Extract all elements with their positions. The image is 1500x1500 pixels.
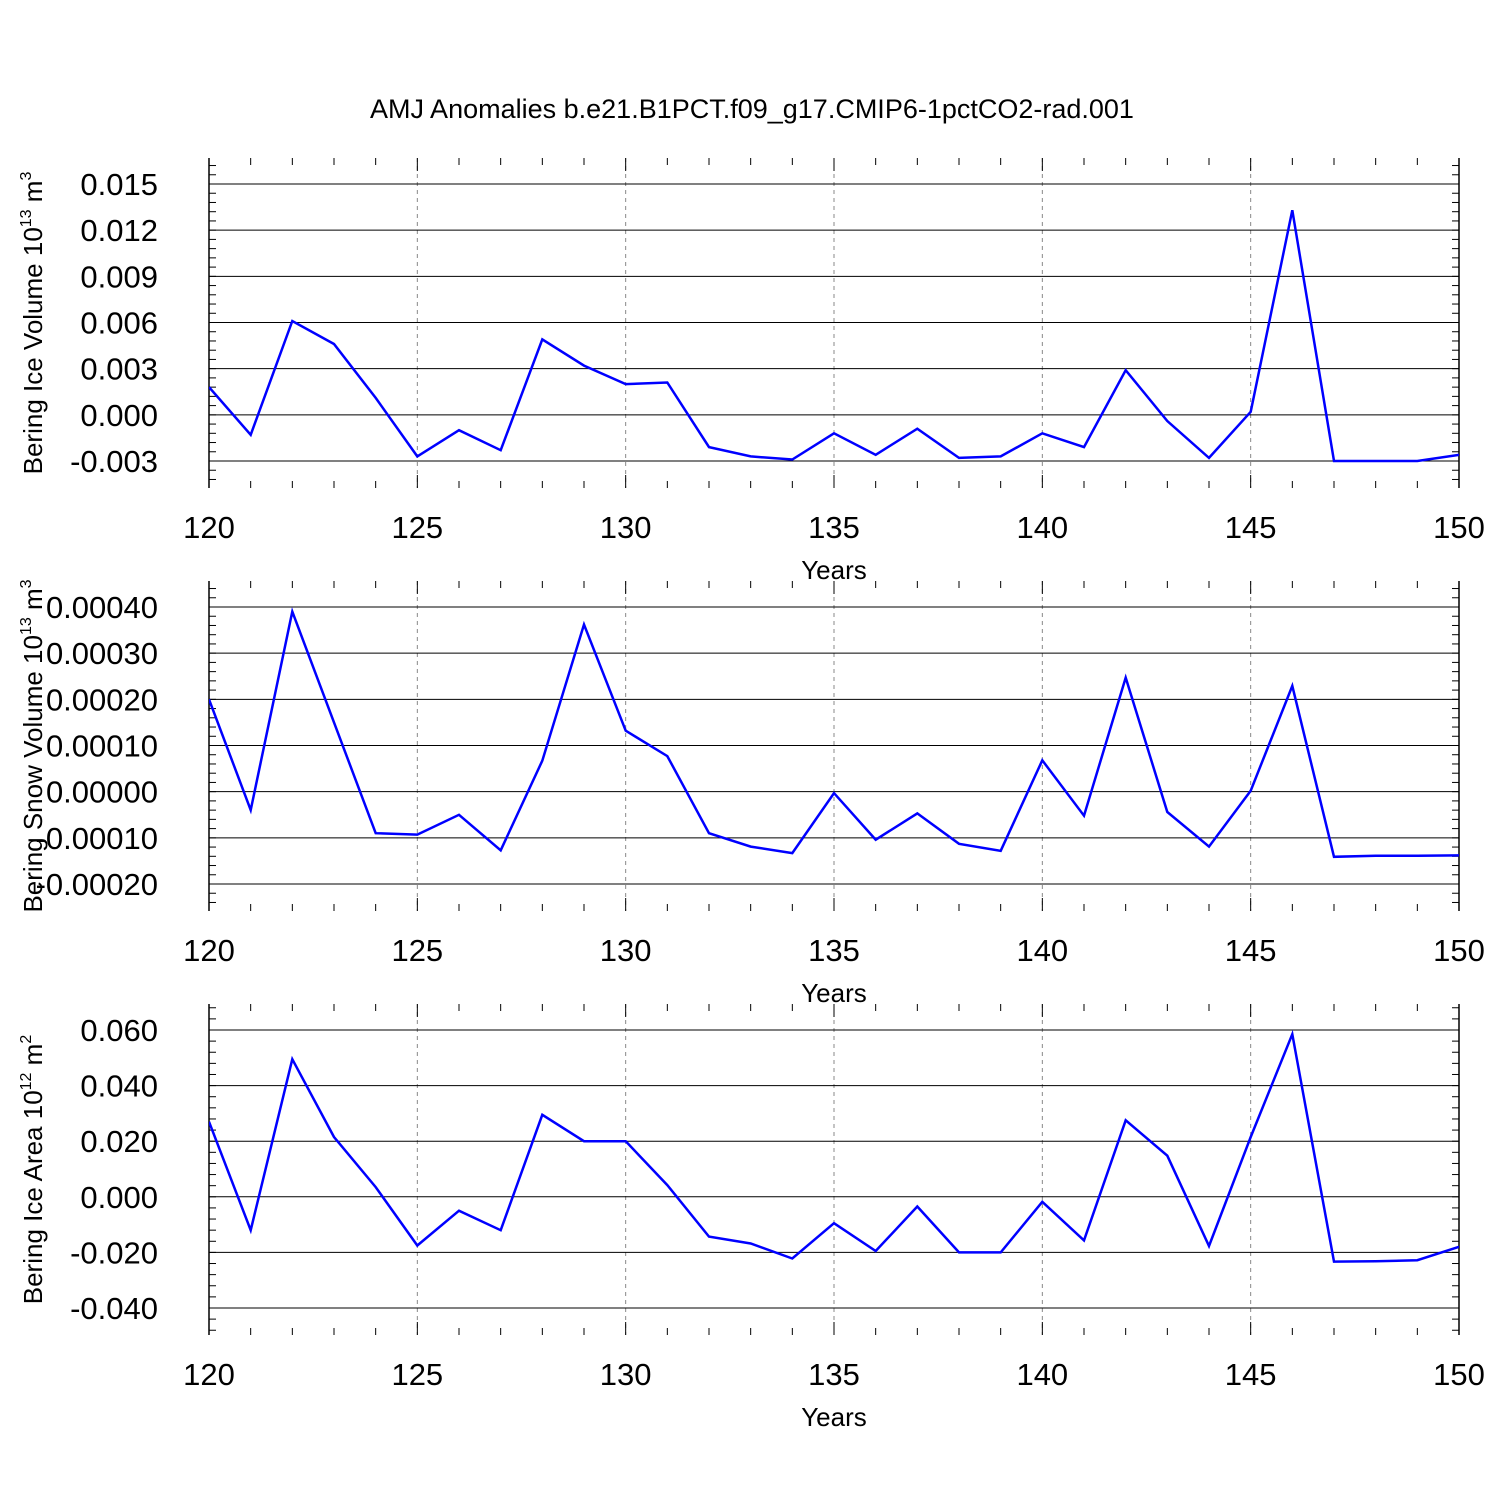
- y-tick-label: 0.009: [80, 259, 158, 294]
- x-tick-label: 130: [600, 933, 652, 968]
- y-axis-label: Bering Ice Volume 1013 m3: [18, 172, 48, 475]
- chart-panel-2: -0.00020 -0.00010 0.00000 0.00010 0.00020 0.0…: [18, 579, 1485, 1008]
- y-tick-label: 0.040: [80, 1069, 158, 1104]
- x-tick-label: 125: [391, 1357, 443, 1392]
- y-tick-label: -0.00020: [36, 867, 158, 902]
- x-tick-label: 120: [183, 1357, 235, 1392]
- y-tick-label: 0.00000: [46, 775, 158, 810]
- y-tick-label: 0.015: [80, 167, 158, 202]
- x-tick-label: 150: [1433, 933, 1485, 968]
- chart-panels: -0.003 0.000 0.003 0.006 0.009 0.012 0.015 120 1…: [18, 158, 1485, 1432]
- chart-panel-3: -0.040 -0.020 0.000 0.020 0.040 0.060 120 125 13…: [18, 1004, 1485, 1432]
- x-tick-label: 130: [600, 510, 652, 545]
- y-tick-label: 0.003: [80, 352, 158, 387]
- x-tick-label: 140: [1016, 1357, 1068, 1392]
- x-tick-label: 150: [1433, 510, 1485, 545]
- y-tick-label: 0.060: [80, 1013, 158, 1048]
- y-tick-label: -0.020: [70, 1235, 158, 1270]
- x-tick-label: 120: [183, 933, 235, 968]
- x-tick-label: 150: [1433, 1357, 1485, 1392]
- y-tick-label: 0.00040: [46, 590, 158, 625]
- x-tick-label: 125: [391, 933, 443, 968]
- y-tick-label: -0.003: [70, 444, 158, 479]
- y-tick-label: 0.000: [80, 398, 158, 433]
- y-axis-label: Bering Snow Volume 1013 m3: [18, 579, 48, 912]
- x-axis-label: Years: [801, 978, 867, 1008]
- x-axis-label: Years: [801, 1402, 867, 1432]
- x-tick-label: 130: [600, 1357, 652, 1392]
- x-tick-label: 120: [183, 510, 235, 545]
- y-tick-label: -0.00010: [36, 821, 158, 856]
- y-axis-label: Bering Ice Area 1012 m2: [18, 1035, 48, 1305]
- data-line-series-1: [209, 607, 1459, 859]
- y-tick-label: 0.020: [80, 1124, 158, 1159]
- x-tick-label: 140: [1016, 510, 1068, 545]
- x-tick-label: 135: [808, 1357, 860, 1392]
- chart-title: AMJ Anomalies b.e21.B1PCT.f09_g17.CMIP6-…: [370, 94, 1134, 124]
- x-tick-label: 140: [1016, 933, 1068, 968]
- x-tick-label: 125: [391, 510, 443, 545]
- y-tick-label: 0.00020: [46, 682, 158, 717]
- chart-panel-1: -0.003 0.000 0.003 0.006 0.009 0.012 0.015 120 1…: [18, 158, 1485, 585]
- y-tick-label: 0.00010: [46, 729, 158, 764]
- y-tick-label: -0.040: [70, 1291, 158, 1326]
- y-tick-label: 0.012: [80, 213, 158, 248]
- x-tick-label: 135: [808, 933, 860, 968]
- data-line-series-1: [209, 1029, 1459, 1263]
- y-tick-label: 0.00030: [46, 636, 158, 671]
- y-tick-label: 0.006: [80, 306, 158, 341]
- x-tick-label: 135: [808, 510, 860, 545]
- x-tick-label: 145: [1225, 510, 1277, 545]
- x-tick-label: 145: [1225, 933, 1277, 968]
- x-axis-label: Years: [801, 555, 867, 585]
- x-tick-label: 145: [1225, 1357, 1277, 1392]
- y-tick-label: 0.000: [80, 1180, 158, 1215]
